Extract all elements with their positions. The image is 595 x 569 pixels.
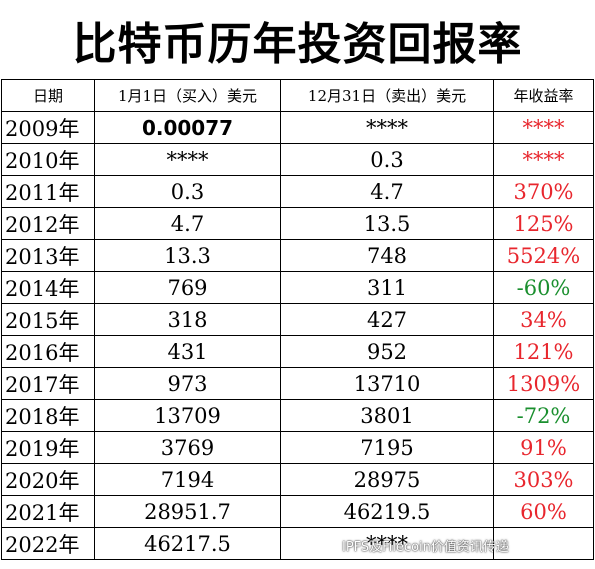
buy-price-cell: 431 xyxy=(94,335,281,368)
header-sell: 12月31日（卖出）美元 xyxy=(280,79,494,112)
returns-table: 日期 1月1日（买入）美元 12月31日（卖出）美元 年收益率 2009年 0.0… xyxy=(1,79,594,560)
return-rate-cell: 303% xyxy=(493,463,594,496)
header-buy: 1月1日（买入）美元 xyxy=(94,79,281,112)
table-row: 2017年 973 13710 1309% xyxy=(1,367,594,400)
return-rate-cell: 60% xyxy=(493,495,594,528)
year-cell: 2009年 xyxy=(1,111,95,144)
table-row: 2010年 **** 0.3 **** xyxy=(1,143,594,176)
year-cell: 2020年 xyxy=(1,463,95,496)
table-row: 2022年 46217.5 **** xyxy=(1,527,594,560)
buy-price-cell: 3769 xyxy=(94,431,281,464)
return-rate-cell: 1309% xyxy=(493,367,594,400)
page-title: 比特币历年投资回报率 xyxy=(72,18,523,70)
return-rate-cell xyxy=(493,527,594,560)
buy-price-cell: 28951.7 xyxy=(94,495,281,528)
return-rate-cell: 125% xyxy=(493,207,594,240)
year-cell: 2021年 xyxy=(1,495,95,528)
table-row: 2011年 0.3 4.7 370% xyxy=(1,175,594,208)
sell-price-cell: 748 xyxy=(280,239,494,272)
buy-price-cell: 4.7 xyxy=(94,207,281,240)
sell-price-cell: 952 xyxy=(280,335,494,368)
sell-price-cell: **** xyxy=(280,527,494,560)
year-cell: 2012年 xyxy=(1,207,95,240)
year-cell: 2022年 xyxy=(1,527,95,560)
buy-price-cell: 0.3 xyxy=(94,175,281,208)
buy-price-cell: 973 xyxy=(94,367,281,400)
header-date: 日期 xyxy=(1,79,95,112)
return-rate-cell: 91% xyxy=(493,431,594,464)
watermark: IPFS及Filecoin价值资讯传递 xyxy=(342,540,509,555)
return-rate-cell: 34% xyxy=(493,303,594,336)
buy-price-cell: 769 xyxy=(94,271,281,304)
year-cell: 2017年 xyxy=(1,367,95,400)
buy-price-cell: 13709 xyxy=(94,399,281,432)
year-cell: 2011年 xyxy=(1,175,95,208)
sell-price-cell: 311 xyxy=(280,271,494,304)
return-rate-cell: **** xyxy=(493,143,594,176)
sell-price-cell: **** xyxy=(280,111,494,144)
table-row: 2009年 0.00077 **** **** xyxy=(1,111,594,144)
return-rate-cell: 5524% xyxy=(493,239,594,272)
table-row: 2016年 431 952 121% xyxy=(1,335,594,368)
year-cell: 2013年 xyxy=(1,239,95,272)
buy-price-cell: 0.00077 xyxy=(94,111,281,144)
year-cell: 2014年 xyxy=(1,271,95,304)
return-rate-cell: 370% xyxy=(493,175,594,208)
sell-price-cell: 4.7 xyxy=(280,175,494,208)
sell-price-cell: 0.3 xyxy=(280,143,494,176)
table-row: 2013年 13.3 748 5524% xyxy=(1,239,594,272)
sell-price-cell: 7195 xyxy=(280,431,494,464)
return-rate-cell: -72% xyxy=(493,399,594,432)
year-cell: 2019年 xyxy=(1,431,95,464)
year-cell: 2015年 xyxy=(1,303,95,336)
table-row: 2012年 4.7 13.5 125% xyxy=(1,207,594,240)
table-row: 2014年 769 311 -60% xyxy=(1,271,594,304)
buy-price-cell: 13.3 xyxy=(94,239,281,272)
sell-price-cell: 28975 xyxy=(280,463,494,496)
sell-price-cell: 3801 xyxy=(280,399,494,432)
table-row: 2019年 3769 7195 91% xyxy=(1,431,594,464)
buy-price-cell: **** xyxy=(94,143,281,176)
table-row: 2021年 28951.7 46219.5 60% xyxy=(1,495,594,528)
return-rate-cell: **** xyxy=(493,111,594,144)
header-rate: 年收益率 xyxy=(493,79,594,112)
year-cell: 2018年 xyxy=(1,399,95,432)
return-rate-cell: 121% xyxy=(493,335,594,368)
sell-price-cell: 13710 xyxy=(280,367,494,400)
sell-price-cell: 13.5 xyxy=(280,207,494,240)
sell-price-cell: 427 xyxy=(280,303,494,336)
year-cell: 2010年 xyxy=(1,143,95,176)
return-rate-cell: -60% xyxy=(493,271,594,304)
year-cell: 2016年 xyxy=(1,335,95,368)
buy-price-cell: 46217.5 xyxy=(94,527,281,560)
table-row: 2020年 7194 28975 303% xyxy=(1,463,594,496)
table-row: 2015年 318 427 34% xyxy=(1,303,594,336)
sell-price-cell: 46219.5 xyxy=(280,495,494,528)
buy-price-cell: 318 xyxy=(94,303,281,336)
table-row: 2018年 13709 3801 -72% xyxy=(1,399,594,432)
buy-price-cell: 7194 xyxy=(94,463,281,496)
header-row: 日期 1月1日（买入）美元 12月31日（卖出）美元 年收益率 xyxy=(1,79,594,112)
